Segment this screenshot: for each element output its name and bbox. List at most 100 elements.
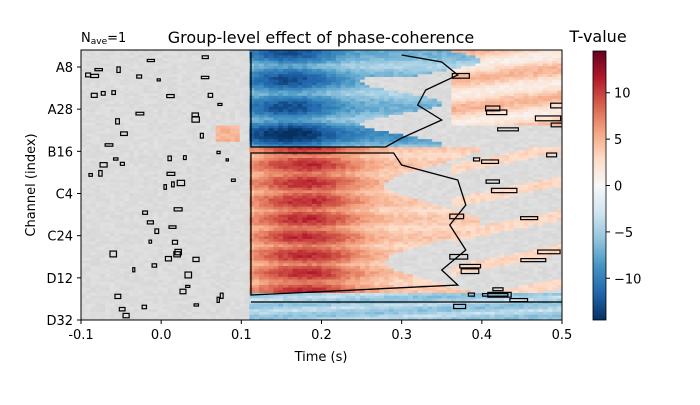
heatmap-cell [460,106,467,110]
heatmap-cell [302,109,308,113]
heatmap-cell [234,87,241,91]
heatmap-cell [475,125,481,129]
heatmap-cell [254,87,260,91]
heatmap-cell [283,98,289,102]
heatmap-cell [398,147,404,151]
heatmap-cell [297,158,303,162]
heatmap-cell [523,133,529,137]
heatmap-cell [321,128,327,132]
heatmap-cell [234,82,241,86]
heatmap-cell [287,174,294,178]
heatmap-cell [129,176,135,181]
heatmap-cell [355,66,361,70]
heatmap-cell [157,87,164,91]
heatmap-cell [485,144,491,148]
heatmap-cell [422,95,428,100]
heatmap-cell [220,120,226,124]
heatmap-cell [504,93,510,97]
heatmap-cell [542,63,549,67]
heatmap-cell [263,109,270,113]
heatmap-cell [364,68,371,73]
heatmap-cell [326,131,332,135]
heatmap-cell [133,133,140,137]
heatmap-cell [162,79,169,83]
heatmap-cell [302,82,308,86]
heatmap-cell [268,144,274,148]
heatmap-cell [85,109,92,113]
heatmap-cell [162,77,169,81]
heatmap-cell [321,166,327,170]
heatmap-cell [307,98,313,102]
heatmap-cell [355,163,361,167]
heatmap-cell [90,114,96,118]
heatmap-cell [302,95,308,100]
heatmap-cell [475,158,481,162]
heatmap-cell [172,50,178,54]
heatmap-cell [509,63,515,67]
heatmap-cell [148,176,154,181]
heatmap-cell [340,155,347,159]
heatmap-cell [273,168,279,172]
heatmap-cell [432,160,438,164]
heatmap-cell [162,55,169,59]
heatmap-cell [379,63,385,67]
heatmap-cell [489,114,496,118]
heatmap-cell [340,168,347,172]
heatmap-cell [321,168,327,172]
heatmap-cell [234,93,241,97]
heatmap-cell [374,95,380,100]
heatmap-cell [470,66,476,70]
heatmap-cell [485,66,491,70]
heatmap-cell [475,176,481,181]
heatmap-cell [177,128,183,132]
heatmap-cell [465,120,472,124]
heatmap-cell [513,122,520,127]
heatmap-cell [100,158,106,162]
heatmap-cell [384,155,390,159]
heatmap-cell [287,136,294,140]
heatmap-cell [138,114,145,118]
heatmap-cell [239,166,246,170]
heatmap-cell [268,85,274,89]
heatmap-cell [157,141,164,145]
heatmap-cell [326,136,332,140]
heatmap-cell [374,158,380,162]
heatmap-cell [408,114,414,118]
heatmap-cell [499,109,505,113]
heatmap-cell [316,104,322,108]
heatmap-cell [518,136,525,140]
heatmap-cell [138,55,145,59]
heatmap-cell [316,149,322,154]
heatmap-cell [153,60,159,64]
heatmap-cell [340,125,347,129]
heatmap-cell [292,79,298,83]
heatmap-cell [321,95,327,100]
heatmap-cell [114,152,120,156]
heatmap-cell [446,98,452,102]
heatmap-cell [523,112,529,116]
heatmap-cell [201,147,207,151]
heatmap-cell [509,158,515,162]
heatmap-cell [177,106,183,110]
heatmap-cell [537,93,544,97]
heatmap-cell [470,114,476,118]
heatmap-cell [234,131,241,135]
heatmap-cell [225,87,231,91]
heatmap-cell [528,95,534,100]
heatmap-cell [460,114,467,118]
heatmap-cell [427,149,433,154]
heatmap-cell [393,160,399,164]
heatmap-cell [182,82,188,86]
heatmap-cell [504,114,510,118]
heatmap-cell [355,63,361,67]
heatmap-cell [350,149,356,154]
heatmap-cell [523,58,529,62]
heatmap-cell [177,141,183,145]
heatmap-cell [321,60,327,64]
heatmap-cell [105,114,111,118]
heatmap-cell [408,95,414,100]
heatmap-cell [129,58,135,62]
heatmap-cell [542,128,549,132]
heatmap-cell [153,139,159,143]
heatmap-cell [398,77,404,81]
